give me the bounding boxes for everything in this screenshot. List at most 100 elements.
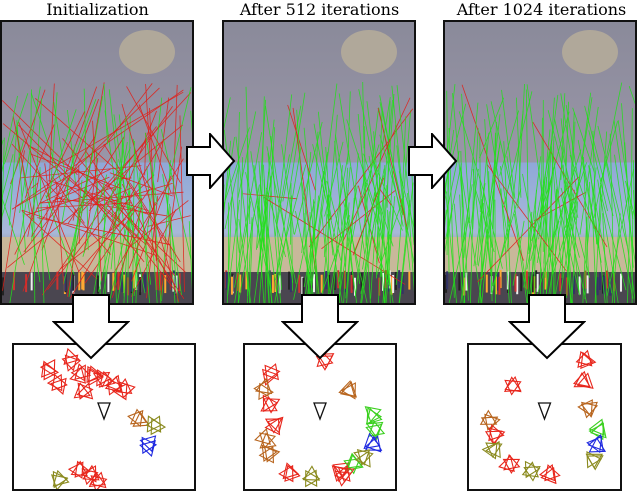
inlier-match-line [115,162,125,297]
inlier-match-line [470,160,475,303]
arrow-right-icon [408,133,458,189]
camera-icon [261,444,278,463]
camera-plot-1024 [467,343,622,491]
arrow-down-icon [281,294,359,360]
person [353,277,356,296]
person [245,271,248,290]
inlier-match-line [385,196,396,303]
inlier-match-line [166,87,192,188]
inlier-match-line [628,86,635,105]
inlier-match-line [538,94,559,240]
camera-icon [92,371,111,388]
person [302,277,305,296]
person [121,274,124,293]
inlier-match-line [103,187,106,298]
inlier-match-line [237,184,260,303]
inlier-match-line [226,196,233,303]
outlier-match-line [46,205,48,221]
inlier-match-line [2,95,18,173]
outlier-match-line [2,150,25,291]
inlier-match-line [151,171,162,303]
inlier-match-line [584,181,590,300]
inlier-match-line [552,154,572,303]
inlier-match-line [224,167,239,230]
camera-icon [540,466,557,485]
inlier-match-line [362,97,391,270]
outlier-match-line [90,194,141,239]
camera-icon [50,377,67,395]
person [606,270,609,289]
inlier-match-line [338,167,349,303]
inlier-match-line [630,108,633,209]
inlier-match-line [499,165,511,230]
camera-icon [580,401,599,419]
camera-icon [334,470,352,487]
inlier-match-line [332,165,343,303]
inlier-match-line [582,216,588,303]
inlier-match-line [561,170,591,278]
person [392,274,395,293]
outlier-match-line [18,122,80,273]
inlier-match-line [584,105,614,217]
camera-icon [111,382,128,401]
outlier-match-line [23,83,153,253]
inlier-match-line [91,211,108,303]
inlier-match-line [342,200,368,303]
camera-icon [305,469,321,488]
inlier-match-line [39,167,45,303]
inlier-match-line [535,220,560,301]
inlier-match-line [551,209,555,303]
outlier-match-line [48,83,55,182]
inlier-match-line [560,93,578,193]
person [458,272,461,291]
panel-title-initialization: Initialization [46,0,149,19]
person [64,273,67,292]
outlier-match-line [105,202,177,292]
inlier-match-line [512,220,525,286]
inlier-match-line [237,111,257,199]
inlier-match-line [564,162,587,228]
inlier-match-line [377,185,387,303]
person [288,271,291,290]
outlier-match-line [146,195,159,299]
camera-icon [590,421,607,439]
camera-icon [538,464,556,482]
outlier-match-line [105,182,173,204]
outlier-match-line [2,100,78,176]
camera-icon [260,396,278,412]
inlier-match-line [523,218,532,288]
inlier-match-line [617,120,634,220]
photo-matches-512 [222,20,416,305]
inlier-match-line [614,154,635,303]
camera-icon [485,442,503,459]
camera-icon [365,423,383,441]
inlier-match-line [234,132,263,288]
inlier-match-line [376,177,380,279]
camera-plot-initialization [12,343,196,491]
person [139,277,142,296]
person [13,272,16,291]
inlier-match-line [256,200,265,303]
camera-icon [52,470,69,489]
inlier-match-line [8,124,18,226]
camera-icon [364,435,383,451]
person [586,275,589,294]
camera-icon [259,432,277,449]
inlier-match-line [492,188,522,286]
inlier-match-line [322,114,338,296]
inlier-match-line [262,164,273,303]
person [78,272,81,291]
camera-icon [253,379,269,397]
inlier-match-line [281,144,295,235]
person [514,273,517,292]
inlier-match-line [345,153,359,299]
inlier-match-line [592,213,597,303]
inlier-match-line [253,165,263,228]
inlier-match-line [376,195,405,275]
camera-icon [254,428,271,445]
outlier-match-line [128,201,156,269]
inlier-match-line [613,120,635,264]
inlier-match-line [506,110,524,252]
outlier-match-line [24,124,55,199]
inlier-match-line [294,121,323,235]
